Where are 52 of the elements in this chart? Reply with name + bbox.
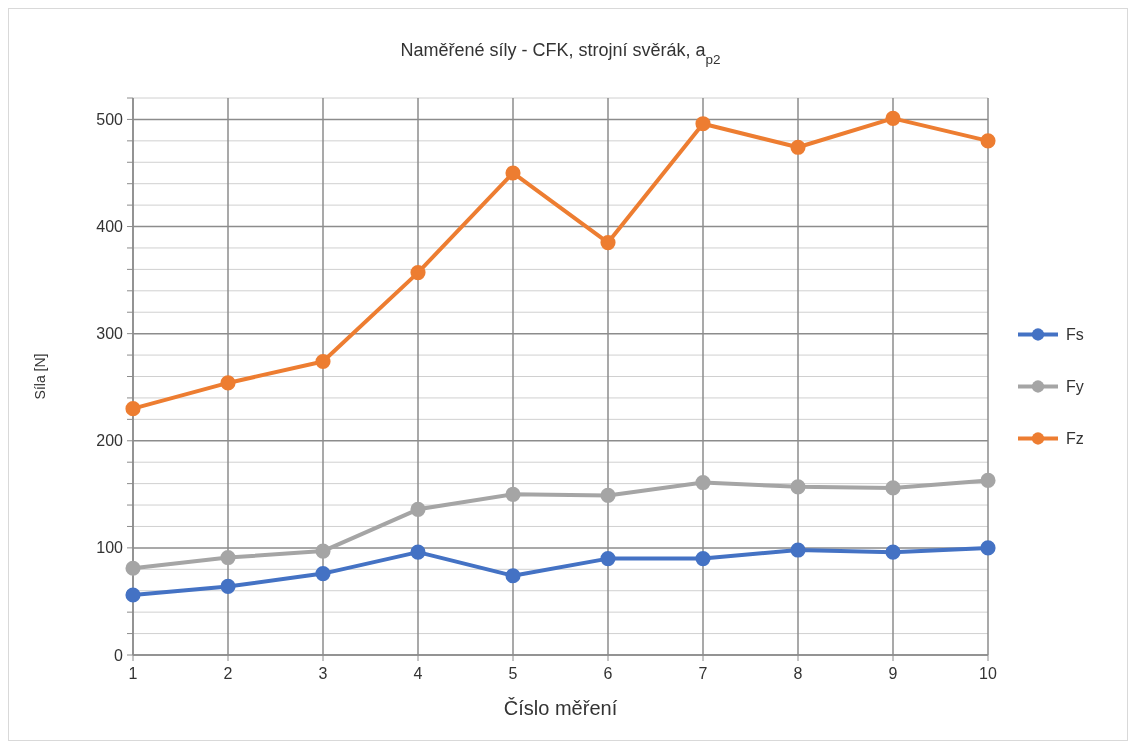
x-tick-label: 9 — [888, 665, 898, 682]
y-tick-label: 400 — [96, 218, 124, 236]
x-tick-label: 10 — [979, 665, 997, 682]
point — [885, 110, 901, 126]
point — [125, 560, 141, 576]
y-tick-label: 200 — [96, 432, 124, 450]
point — [315, 566, 331, 582]
point — [410, 544, 426, 560]
x-tick-label: 8 — [793, 665, 803, 682]
point — [315, 543, 331, 559]
legend-label: Fy — [1066, 378, 1084, 396]
point — [220, 375, 236, 391]
point — [125, 401, 141, 417]
point — [790, 479, 806, 495]
point — [695, 116, 711, 132]
point — [505, 568, 521, 584]
y-tick-label: 100 — [96, 539, 124, 557]
x-axis-title: Číslo měření — [503, 697, 618, 719]
point — [220, 549, 236, 566]
x-tick-label: 7 — [698, 665, 708, 682]
point — [315, 353, 331, 370]
y-axis-title: Síla [N] — [32, 353, 48, 400]
point — [600, 235, 616, 251]
chart-title: Naměřené síly - CFK, strojní svěrák, a$_{p2}$ — [400, 40, 721, 67]
point — [885, 544, 901, 560]
point — [695, 551, 711, 567]
point — [505, 486, 521, 502]
point — [600, 487, 616, 503]
point — [125, 587, 141, 603]
point — [695, 474, 711, 491]
y-tick-label: 0 — [114, 646, 124, 664]
point — [600, 551, 616, 567]
x-tick-label: 3 — [318, 665, 328, 682]
x-tick-label: 2 — [223, 665, 233, 682]
x-tick-label: 6 — [603, 665, 613, 682]
point — [410, 501, 426, 517]
x-tick-label: 4 — [413, 665, 423, 682]
legend-label: Fs — [1066, 326, 1084, 344]
legend-label: Fz — [1066, 430, 1084, 448]
x-tick-label: 1 — [128, 665, 138, 682]
point — [980, 540, 996, 556]
point — [220, 578, 236, 594]
x-tick-label: 5 — [508, 665, 518, 682]
point — [980, 472, 996, 488]
point — [410, 265, 426, 281]
point — [790, 542, 806, 558]
y-tick-label: 300 — [96, 325, 124, 343]
point — [980, 133, 996, 149]
point — [790, 139, 806, 155]
point — [505, 165, 521, 181]
y-tick-label: 500 — [96, 111, 124, 129]
point — [885, 480, 901, 496]
